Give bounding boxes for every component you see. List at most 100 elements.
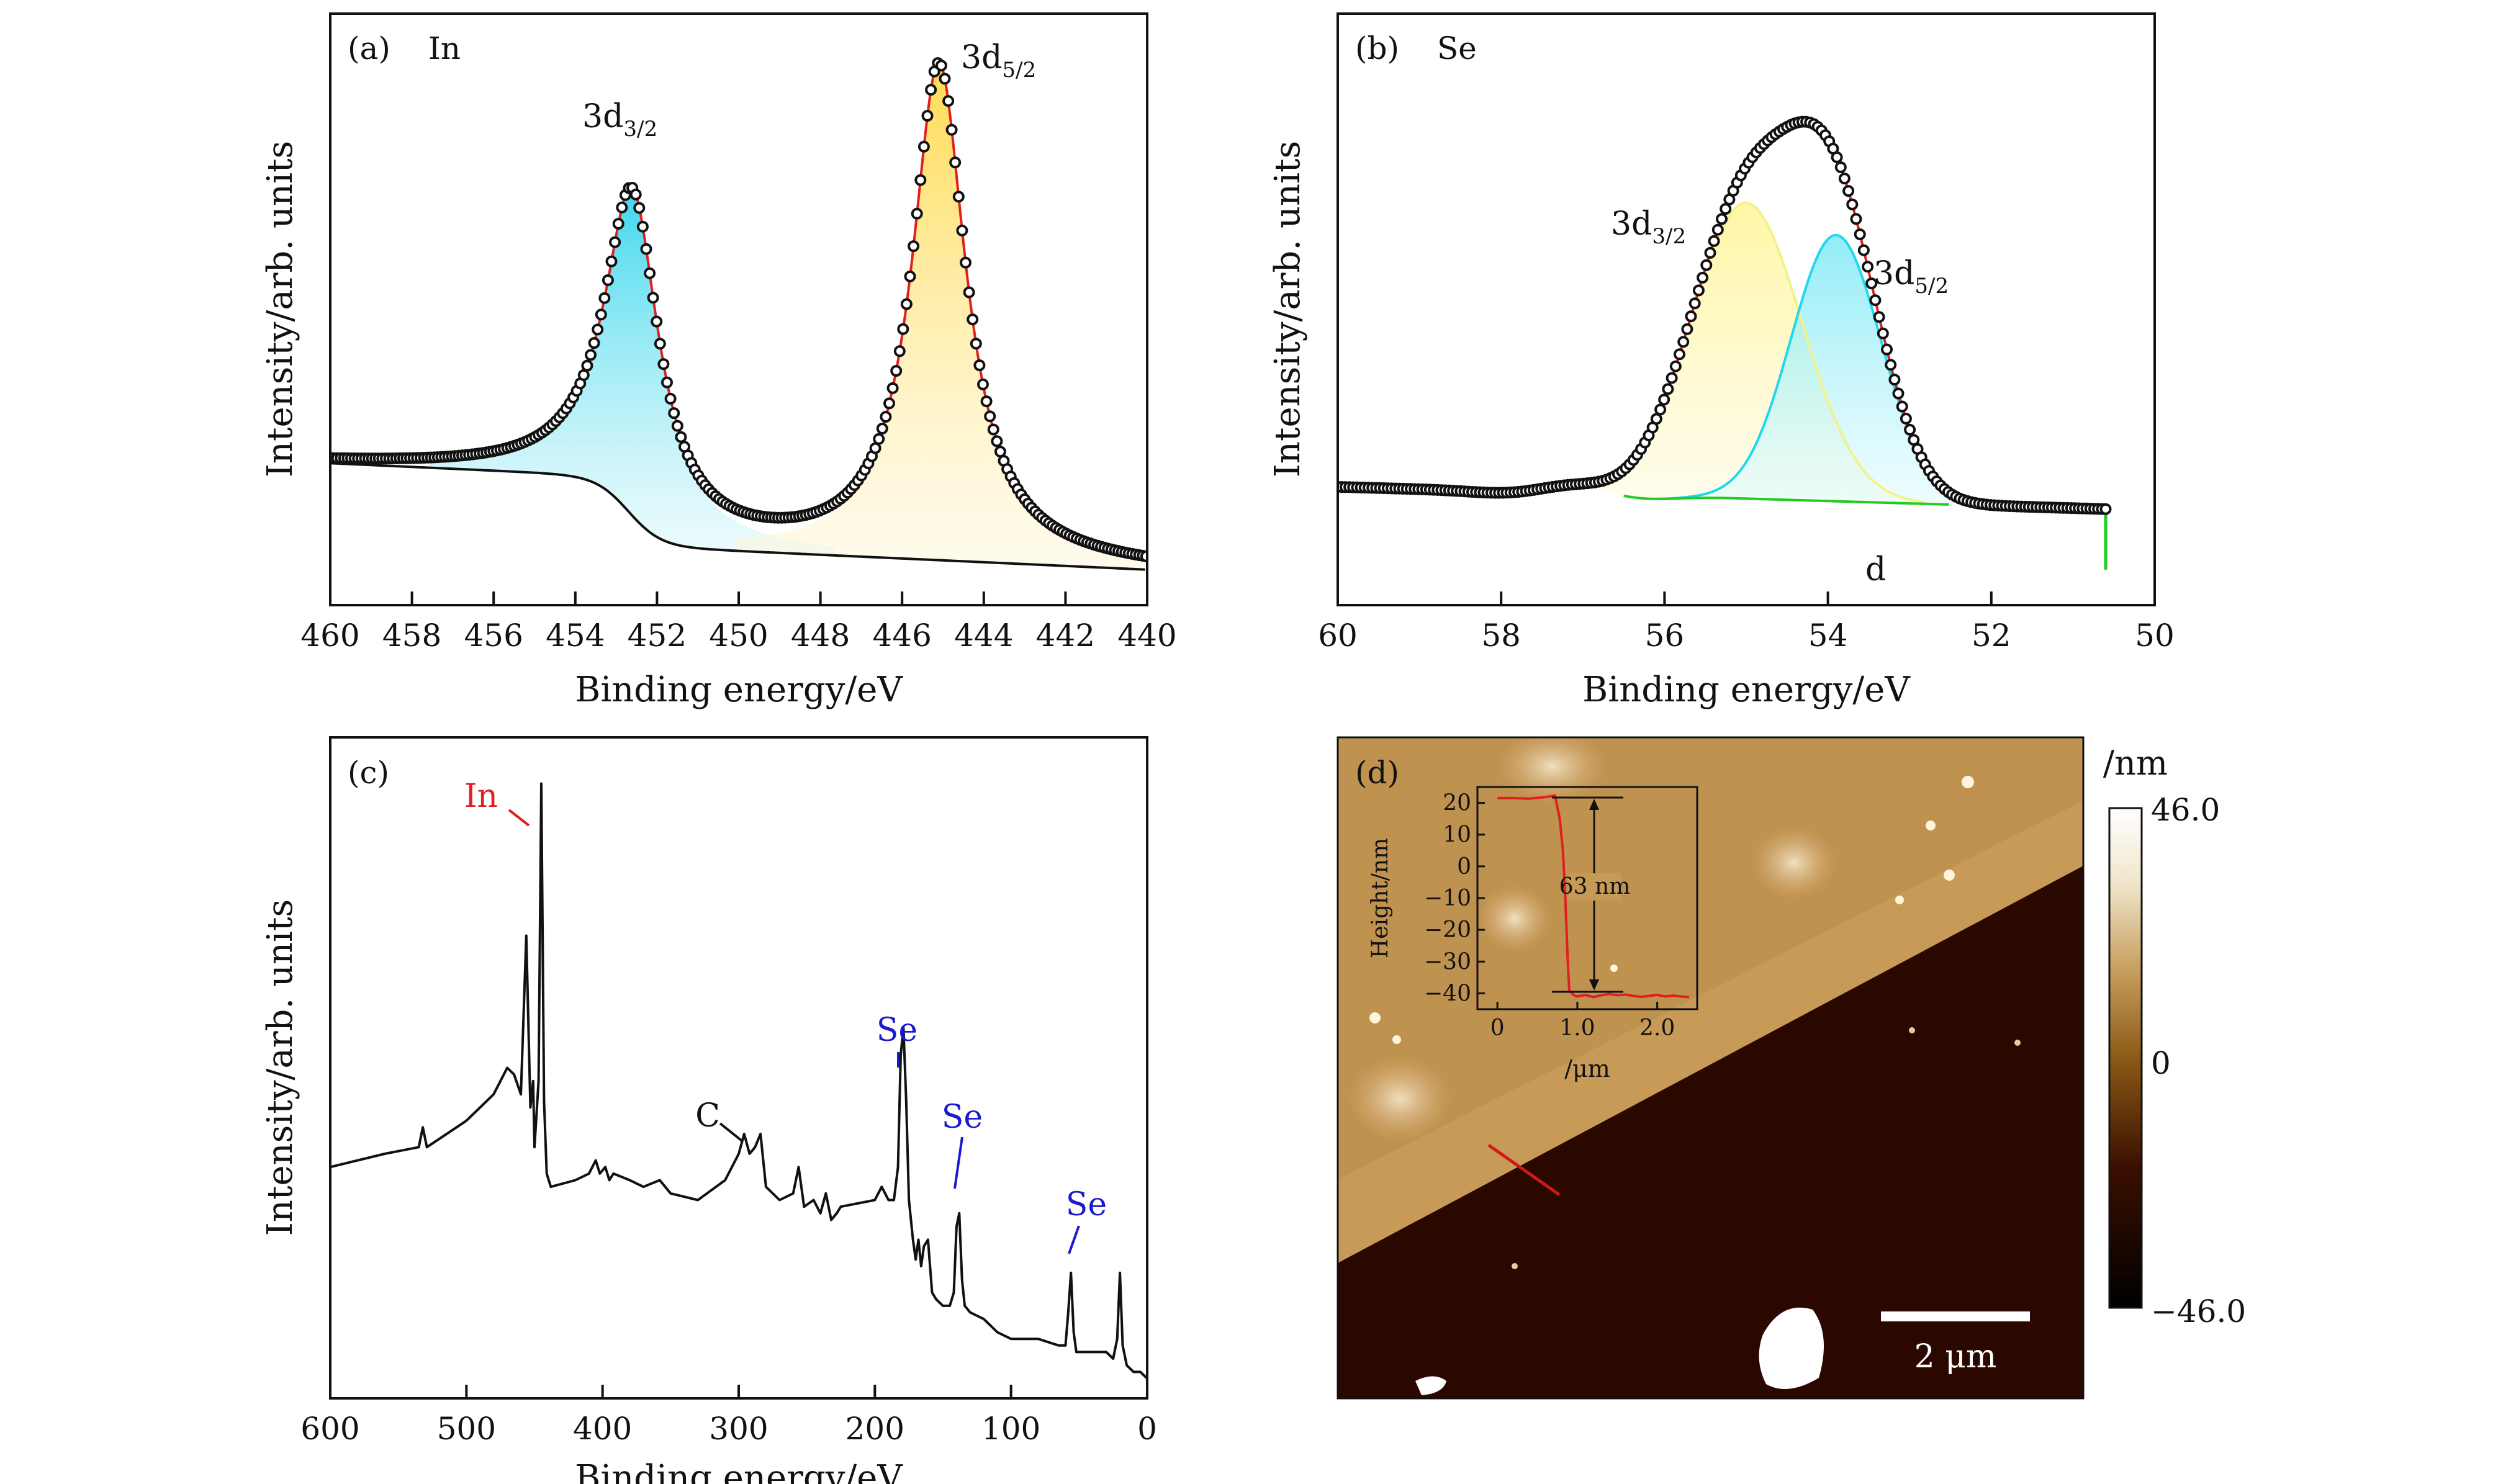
a-background-line [330, 462, 1145, 571]
b-data-point [1869, 294, 1882, 307]
a-data-point [876, 423, 888, 434]
c-annotation-label: Se [942, 1099, 983, 1136]
a-data-point [949, 156, 962, 169]
b-peak1-label: 3d3/2 [1611, 205, 1686, 249]
a-data-point [904, 270, 916, 282]
b-data-point [1877, 327, 1889, 340]
d-flake-shading [1338, 737, 2083, 1179]
b-data-point [1720, 203, 1732, 215]
a-data-point [890, 365, 903, 377]
a-data-point [908, 240, 920, 253]
b-data-point [1888, 374, 1901, 386]
b-data-point [1900, 413, 1912, 425]
c-annotation-label: C [695, 1097, 720, 1135]
a-data-point [577, 369, 590, 381]
a-data-point [647, 292, 659, 304]
panel-a: 460 458 456 454 452 450 448 446 444 442 440 (a) In… [260, 12, 1177, 710]
a-data-point [640, 243, 652, 255]
a-peak2-label: 3d5/2 [961, 39, 1036, 83]
a-data-point [994, 446, 1006, 458]
b-data-point [1908, 434, 1920, 446]
d-inset-y-label: Height/nm [1368, 838, 1393, 958]
a-data-point [917, 140, 930, 153]
a-data-point [980, 395, 993, 408]
b-data-point [1892, 387, 1905, 400]
a-data-point [970, 338, 982, 350]
c-x-axis-label: Binding energy/eV [575, 1458, 903, 1484]
d-particle [2014, 1040, 2021, 1046]
a-data-point [612, 218, 624, 230]
d-particle [1926, 821, 1936, 830]
d-inset-ticks: 0 1.0 2.0 20 10 0 −10 −20 −30 −40 [1424, 791, 1675, 1041]
a-x-tick-label: 448 [791, 618, 850, 654]
a-data-point [616, 201, 628, 214]
c-annotation-pointer [1068, 1225, 1080, 1254]
b-data-point [1885, 359, 1897, 371]
c-survey-spectrum [330, 782, 1147, 1380]
d-inset-x-tick-label: 2.0 [1639, 1015, 1675, 1041]
b-data-point [1708, 235, 1720, 247]
c-x-ticks: 600 500 400 300 200 100 0 [300, 1385, 1157, 1447]
d-panel-label: (d) [1355, 755, 1399, 791]
a-data-point [661, 376, 673, 389]
d-particle [1944, 870, 1955, 881]
a-data-point [991, 435, 1003, 447]
a-data-point [668, 407, 680, 420]
d-scale-bar-label: 2 μm [1914, 1338, 1997, 1375]
b-background-line [1623, 494, 1949, 506]
b-element-label: Se [1437, 30, 1477, 66]
d-particle [1512, 1263, 1518, 1269]
a-data-point [657, 358, 670, 371]
c-x-tick-label: 600 [300, 1411, 359, 1447]
b-x-tick-label: 52 [1972, 618, 2011, 654]
b-data-point [1857, 244, 1870, 256]
b-data-point [1865, 277, 1878, 290]
a-data-point [963, 286, 975, 299]
a-peak-fill [734, 66, 1143, 570]
b-data-point [1674, 348, 1685, 361]
a-x-tick-label: 456 [464, 618, 523, 654]
b-panel-label: (b) [1355, 30, 1399, 66]
b-peak-fill [1656, 235, 2016, 506]
b-data-point [1700, 259, 1713, 271]
a-data-point [942, 95, 955, 107]
b-x-tick-label: 54 [1808, 618, 1848, 654]
d-inset-step-label: 63 nm [1559, 874, 1631, 899]
d-inset-arrowhead-up [1589, 799, 1599, 810]
b-data-point [1854, 228, 1866, 240]
b-data-point [1666, 372, 1678, 384]
a-data-point [629, 188, 642, 200]
a-data-point [671, 420, 683, 432]
b-annotation-d: d [1865, 551, 1886, 588]
c-annotation-label: Se [877, 1012, 917, 1049]
a-data-point [588, 337, 600, 349]
b-data-point [1688, 297, 1701, 310]
a-data-point [893, 345, 906, 358]
d-inset-y-tick-label: −20 [1424, 917, 1471, 943]
b-data-point [1850, 213, 1862, 225]
b-x-tick-label: 60 [1318, 618, 1358, 654]
a-data-point [883, 397, 895, 410]
a-data-point [581, 359, 593, 372]
a-x-tick-label: 444 [954, 618, 1013, 654]
c-annotation-pointer [719, 1122, 743, 1142]
d-inset-arrowhead-down [1589, 979, 1599, 991]
d-inset-label-bg [1569, 873, 1621, 901]
d-substrate-particle [1415, 1376, 1446, 1395]
b-plot-frame [1337, 12, 2156, 606]
d-particle [1369, 1012, 1381, 1023]
panel-c: 600 500 400 300 200 100 0 (c) In C Se Se Se Bindin… [260, 736, 1157, 1484]
b-data-point [1716, 213, 1728, 225]
d-inset-line [1497, 794, 1690, 999]
b-data-point [1669, 360, 1682, 372]
b-data-point [1658, 393, 1670, 406]
a-data-point [654, 338, 666, 350]
c-plot-frame [329, 736, 1148, 1400]
b-data-point [1677, 336, 1690, 348]
d-substrate-particle [1759, 1307, 1824, 1389]
d-surface-bump [1347, 1055, 1453, 1142]
a-data-point [598, 292, 611, 304]
d-image-frame [1337, 736, 2085, 1400]
a-data-point [869, 442, 881, 454]
b-data-point [1650, 413, 1662, 425]
